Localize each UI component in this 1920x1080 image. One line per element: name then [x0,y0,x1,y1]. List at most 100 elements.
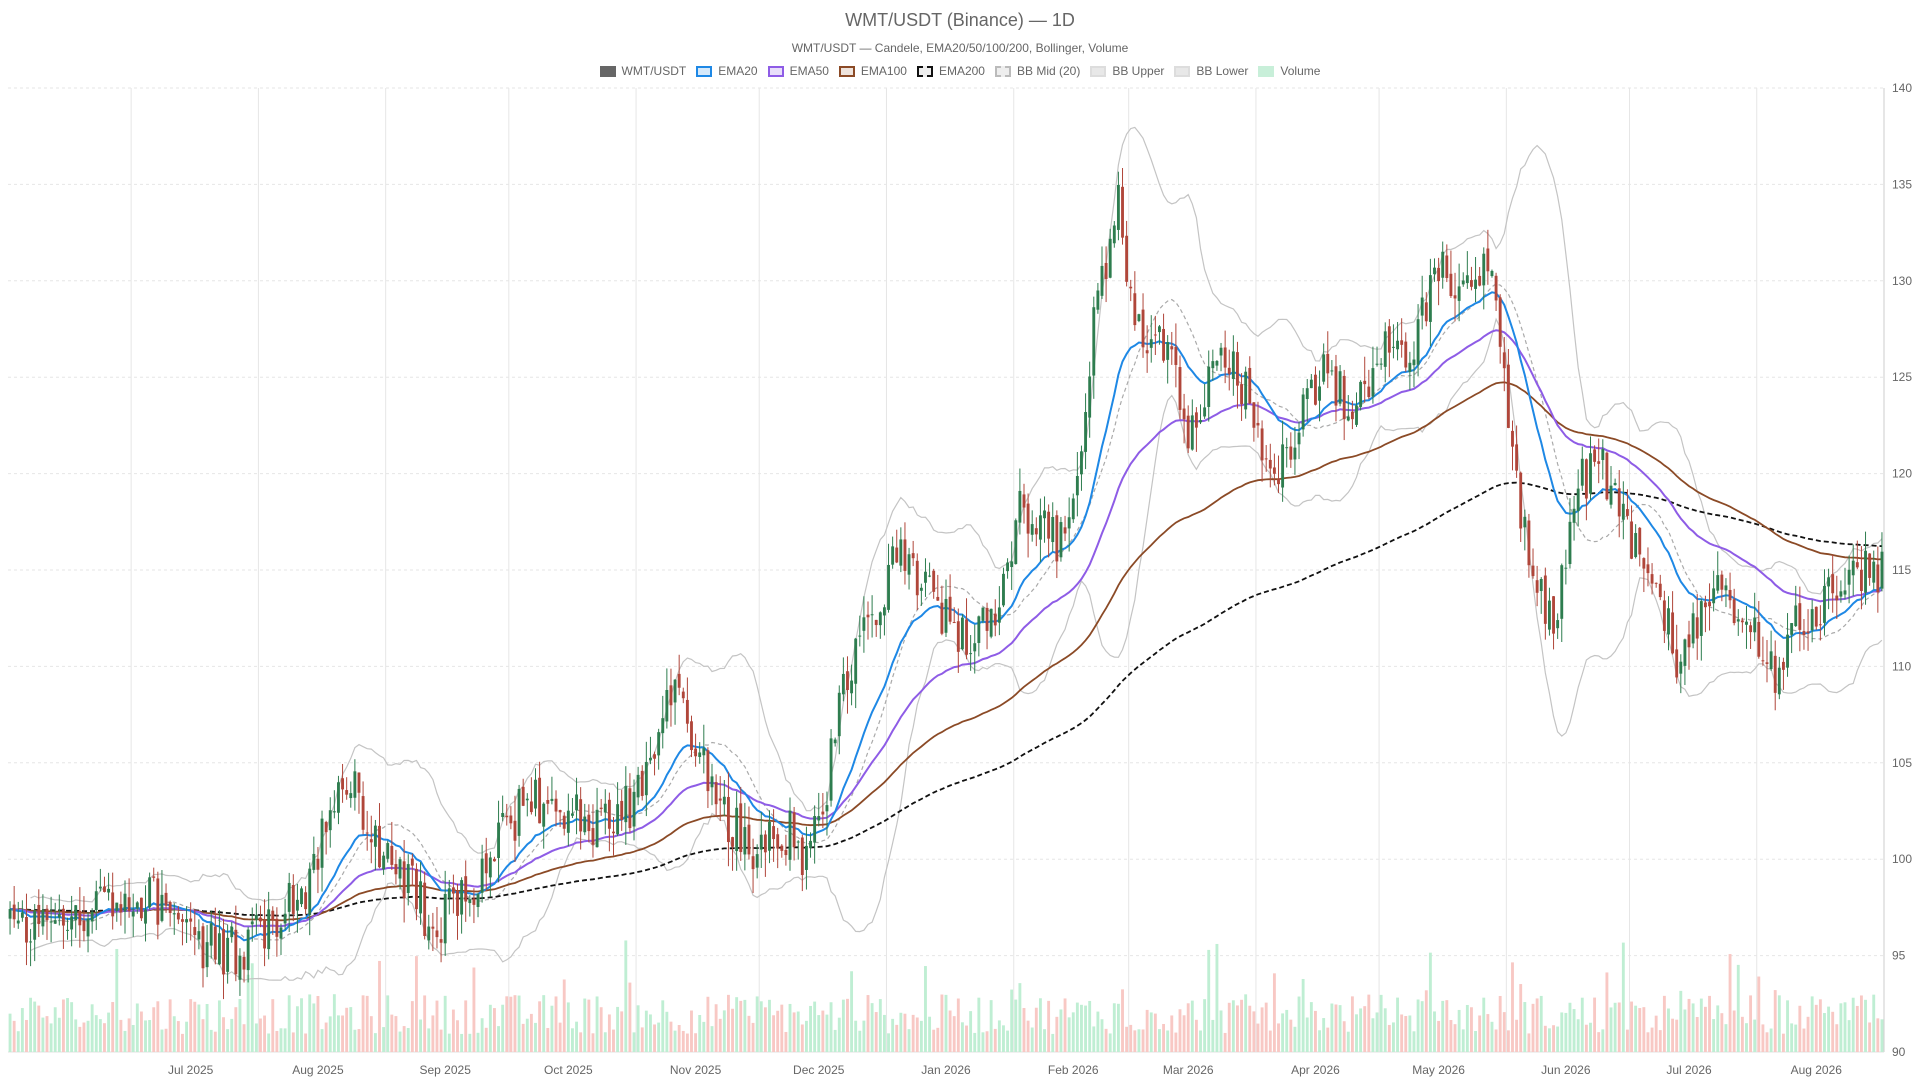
candle [1511,420,1514,471]
candle [525,793,529,817]
legend-item[interactable]: EMA20 [696,64,758,78]
candle-body [772,826,776,840]
volume-bar [1112,1003,1116,1052]
volume-bar [575,1021,578,1052]
volume-bar [1260,1007,1264,1052]
volume-bar [1252,1011,1256,1052]
candle-body [1248,367,1252,404]
candle [431,912,435,952]
x-tick-label: Sep 2025 [419,1063,471,1077]
volume-bar [1330,1003,1334,1052]
volume-bar [468,1033,472,1052]
volume-bar [640,1027,644,1052]
candle [373,819,377,871]
candle [681,687,685,704]
candle [8,901,12,935]
volume-bar [997,1020,1001,1052]
candle-body [1769,651,1773,670]
volume-bar [1055,1016,1059,1052]
candle-body [1014,520,1018,565]
volume-bar [948,1010,952,1052]
candle-body [948,596,952,622]
candle [1564,549,1568,585]
legend-item[interactable]: BB Mid (20) [994,64,1080,78]
candle [891,536,895,569]
candle [337,775,340,825]
legend-item[interactable]: Volume [1258,64,1320,78]
candle [493,856,496,862]
candle-body [1654,582,1658,584]
volume-bar [1687,998,1691,1052]
candle-body [628,788,632,829]
candle-body [513,820,517,841]
candle-body [1630,521,1633,559]
candle-body [1314,374,1317,405]
candle-body [1745,621,1748,625]
candle-body [895,547,899,563]
volume-bar [1359,1008,1363,1052]
candle [882,604,886,636]
volume-bar [139,1011,143,1052]
legend-item[interactable]: BB Upper [1090,64,1164,78]
candle-body [263,919,267,949]
candle-body [718,798,722,801]
candle [997,586,1001,636]
candle [33,904,37,962]
volume-bar [985,1031,989,1052]
candle [1121,168,1124,245]
candle-body [825,805,829,812]
volume-bar [673,1030,677,1052]
volume-bar [1219,1010,1223,1052]
candle [41,894,45,935]
candle-body [932,570,936,592]
volume-bar [1170,1015,1174,1052]
candle [456,883,459,940]
volume-bar [1679,990,1683,1052]
legend-item[interactable]: EMA50 [767,64,829,78]
volume-bar [1322,1018,1326,1052]
legend-item[interactable]: EMA200 [916,64,985,78]
volume-bar [279,1028,283,1052]
candle-body [1814,606,1818,627]
candle [632,779,636,841]
candle-body [1264,458,1268,460]
volume-bar [53,1007,57,1052]
candle [263,899,267,967]
candle-body [1703,602,1707,608]
candle-body [1539,579,1543,592]
volume-bar [928,1016,932,1052]
candle-body [821,811,825,815]
candle-body [846,671,849,690]
legend-item[interactable]: BB Lower [1174,64,1248,78]
volume-bar [1428,952,1432,1052]
volume-bar [497,1026,500,1052]
legend-item[interactable]: WMT/USDT [599,64,686,78]
candle-body [1864,550,1867,593]
volume-bar [1757,976,1761,1052]
candle-body [837,692,841,737]
candle-body [1215,360,1219,366]
volume-bar [324,1022,328,1052]
candle [755,844,759,879]
candle-body [1359,381,1363,407]
candle [1728,572,1732,609]
legend-item[interactable]: EMA100 [838,64,907,78]
candle [587,804,591,843]
candle [694,733,698,767]
candle [649,736,652,765]
y-tick-label: 130 [1892,274,1912,288]
volume-bar [1740,1016,1744,1052]
candle-body [796,841,800,843]
candle [903,522,907,585]
volume-bar [242,1024,246,1052]
candle [1264,445,1268,472]
volume-bar [74,1019,78,1052]
candle [1548,587,1551,636]
candle [1765,639,1769,683]
volume-bar [373,1033,377,1052]
candle [70,895,74,947]
volume-bar [1703,1006,1707,1052]
candle-body [698,752,702,757]
candle-body [1449,273,1453,297]
volume-bar [1338,1005,1342,1052]
